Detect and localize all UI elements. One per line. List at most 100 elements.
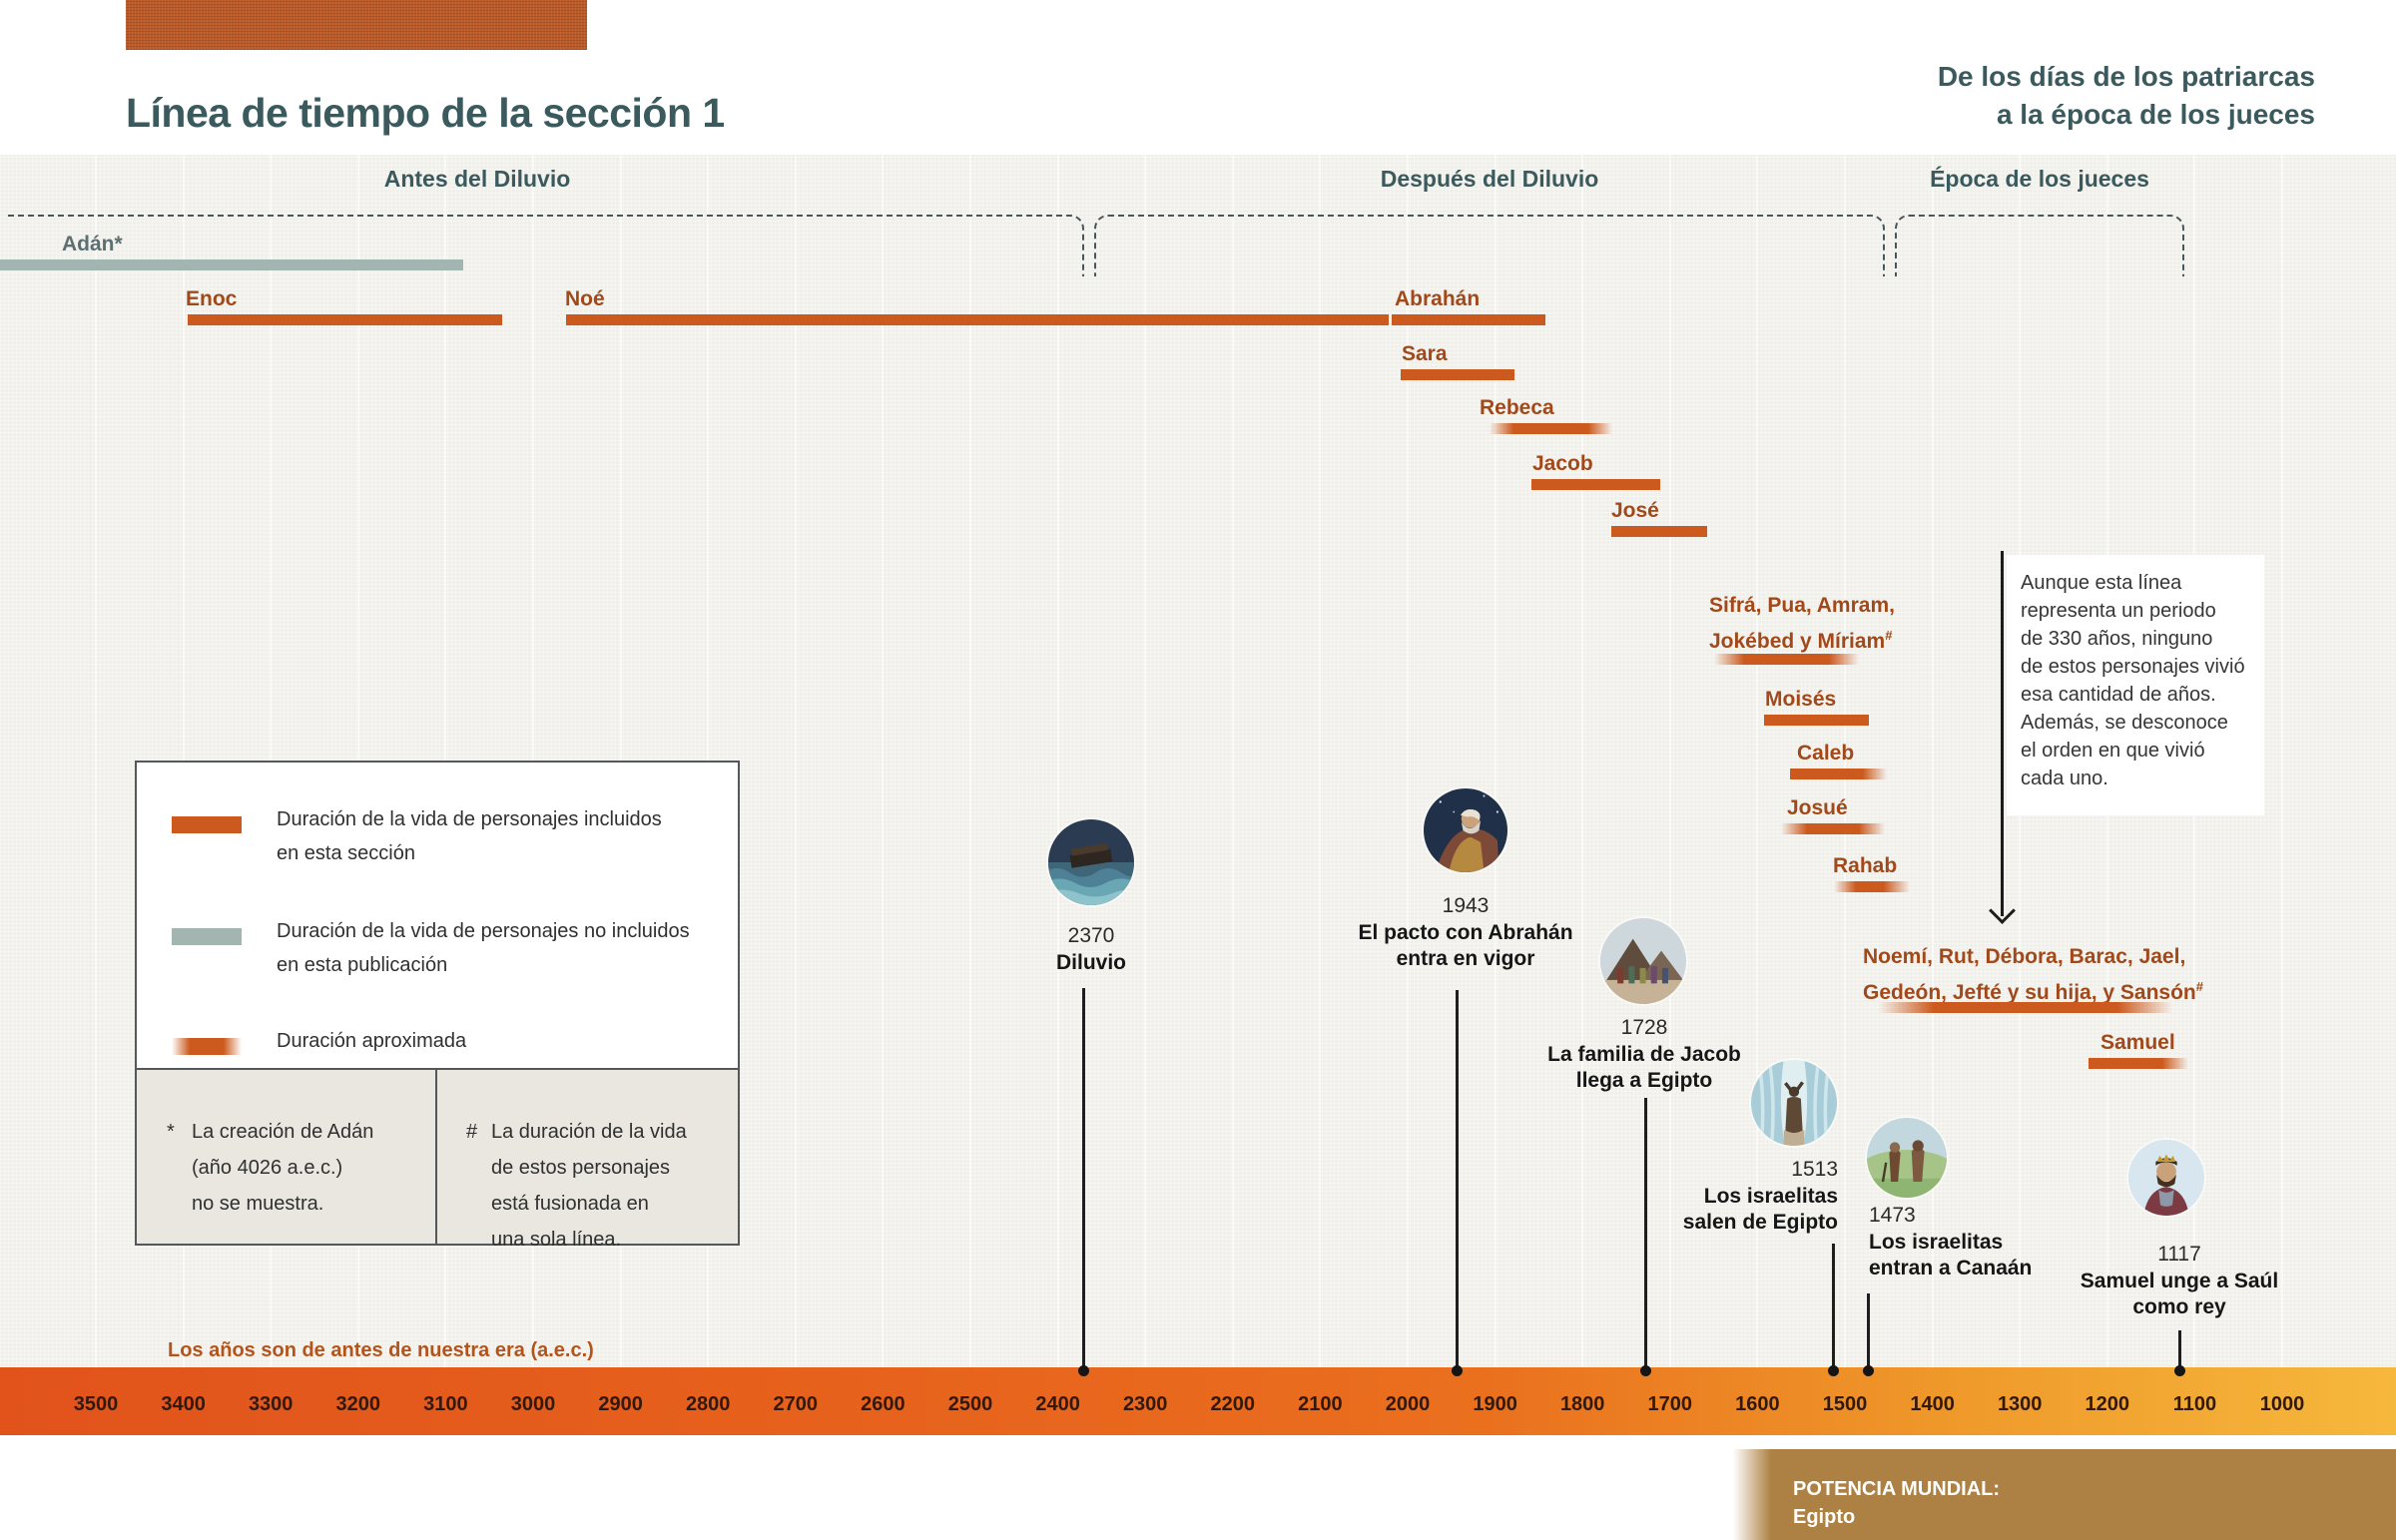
axis-year-label: 2700 xyxy=(773,1393,819,1415)
person-bar xyxy=(2089,1058,2189,1069)
event-year: 2370 xyxy=(1067,924,1115,947)
event-caption: Los israelitas salen de Egipto xyxy=(1682,1185,1838,1234)
page-subtitle-line2: a la época de los jueces xyxy=(1996,99,2315,130)
person-label: Josué xyxy=(1787,796,1848,819)
page-subtitle-line1: De los días de los patriarcas xyxy=(1937,61,2315,92)
event-axis-dot xyxy=(1452,1365,1464,1376)
axis-year-label: 2000 xyxy=(1385,1393,1431,1415)
event-caption: Los israelitas entran a Canaán xyxy=(1869,1231,2033,1280)
person-label: Moisés xyxy=(1765,688,1837,711)
annotation-text-line: de 330 años, ninguno xyxy=(2021,628,2213,650)
event-image-egypt xyxy=(1600,918,1686,1004)
section-label-0: Antes del Diluvio xyxy=(383,166,571,192)
person-bar xyxy=(1490,423,1612,434)
axis-year-label: 3200 xyxy=(335,1393,381,1415)
century-gridline xyxy=(1931,155,1934,1367)
event-axis-dot xyxy=(1863,1365,1875,1376)
century-gridline xyxy=(1844,155,1846,1367)
event-caption: Diluvio xyxy=(1055,951,1127,974)
person-bar xyxy=(0,259,463,270)
axis-year-label: 1700 xyxy=(1647,1393,1693,1415)
event-year: 1473 xyxy=(1869,1204,1916,1227)
century-gridline xyxy=(1231,155,1234,1367)
person-bar xyxy=(187,314,503,325)
event-axis-dot xyxy=(2174,1365,2185,1376)
axis-bar: 3500 3400 3300 3200 3100 3000 2900 2800 2700 2600… xyxy=(0,1367,2396,1435)
event-image-flood xyxy=(1048,819,1134,905)
event-year: 1728 xyxy=(1620,1016,1668,1039)
person-label: Rahab xyxy=(1833,854,1898,877)
axis-note: Los años son de antes de nuestra era (a.… xyxy=(168,1339,594,1361)
legend-footnotes: * La creación de Adán (año 4026 a.e.c.) … xyxy=(137,1068,738,1251)
axis-year-label: 1100 xyxy=(2172,1393,2217,1415)
footnote-ref-hash: # xyxy=(2195,979,2203,994)
axis-year-label: 1000 xyxy=(2259,1393,2305,1415)
axis-year-label: 1200 xyxy=(2085,1393,2130,1415)
person-label: Jacob xyxy=(1532,452,1593,475)
axis-year-label: 1800 xyxy=(1559,1393,1605,1415)
person-label: Enoc xyxy=(186,287,238,310)
event-caption: El pacto con Abrahán entra en vigor xyxy=(1358,921,1573,970)
axis-year-label: 3500 xyxy=(73,1393,119,1415)
axis-year-label: 2400 xyxy=(1035,1393,1080,1415)
axis-year-label: 2800 xyxy=(685,1393,731,1415)
person-label: Caleb xyxy=(1797,742,1855,765)
event-axis-dot xyxy=(1639,1365,1651,1376)
person-bar xyxy=(1789,769,1888,779)
person-bar xyxy=(1713,654,1859,665)
legend-swatch-included xyxy=(172,816,242,833)
section-bracket-0 xyxy=(8,215,1084,276)
axis-year-label: 2100 xyxy=(1298,1393,1343,1415)
footnote-ref-hash: # xyxy=(1885,628,1893,643)
person-label: Rebeca xyxy=(1480,396,1554,419)
person-label: Abrahán xyxy=(1395,287,1481,310)
legend-swatch-approximate xyxy=(172,1038,242,1055)
century-gridline xyxy=(1144,155,1147,1367)
event-caption: La familia de Jacob llega a Egipto xyxy=(1547,1043,1741,1092)
person-label: Sara xyxy=(1402,342,1448,365)
person-bar xyxy=(1611,526,1708,537)
century-gridline xyxy=(95,155,97,1367)
event-connector-line xyxy=(1456,990,1460,1370)
event-image-canaan xyxy=(1867,1118,1947,1198)
axis-year-label: 3300 xyxy=(248,1393,294,1415)
century-gridline xyxy=(794,155,797,1367)
footnote-asterisk: * La creación de Adán (año 4026 a.e.c.) … xyxy=(167,1114,373,1222)
axis-year-label: 2600 xyxy=(861,1393,905,1415)
annotation-text-line: Además, se desconoce xyxy=(2021,712,2228,734)
legend-swatch-not-included xyxy=(172,928,242,945)
event-year: 1943 xyxy=(1442,894,1490,917)
axis-year-label: 1900 xyxy=(1473,1393,1517,1415)
person-bar xyxy=(1834,881,1910,892)
footnote-hash: # La duración de la vida de estos person… xyxy=(466,1114,687,1258)
brand-texture-block xyxy=(126,0,587,50)
event-connector-line xyxy=(1082,988,1086,1370)
event-connector-line xyxy=(1832,1244,1836,1370)
event-connector-line xyxy=(1643,1098,1647,1370)
world-power-band: POTENCIA MUNDIAL: Egipto xyxy=(1733,1449,2396,1540)
event-year: 1117 xyxy=(2157,1243,2201,1266)
event-caption: Samuel unge a Saúl como rey xyxy=(2080,1270,2279,1318)
page-subtitle: De los días de los patriarcas a la época… xyxy=(1938,58,2315,134)
asterisk-marker: * xyxy=(167,1121,175,1143)
event-axis-dot xyxy=(1078,1365,1090,1376)
century-gridline xyxy=(2281,155,2283,1367)
person-label: José xyxy=(1611,499,1659,522)
annotation-text-line: representa un periodo xyxy=(2021,600,2216,622)
axis-year-label: 3100 xyxy=(423,1393,468,1415)
person-label: Noemí, Rut, Débora, Barac, Jael, Gedeón, … xyxy=(1863,945,2203,1004)
century-gridline xyxy=(1581,155,1584,1367)
person-bar xyxy=(1392,314,1545,325)
annotation-arrow-line xyxy=(2001,551,2004,916)
legend-label-not-included: Duración de la vida de personajes no inc… xyxy=(277,920,690,976)
annotation-box: Aunque esta línea representa un periodo de… xyxy=(2007,555,2264,815)
century-gridline xyxy=(969,155,971,1367)
axis-year-label: 3400 xyxy=(161,1393,206,1415)
section-label-1: Después del Diluvio xyxy=(1380,166,1599,192)
axis-year-label: 1500 xyxy=(1822,1393,1868,1415)
person-bar xyxy=(1763,715,1869,726)
person-bar xyxy=(1781,823,1886,834)
event-image-saul xyxy=(2128,1140,2204,1216)
legend-box: Duración de la vida de personajes inclui… xyxy=(135,761,740,1251)
person-label: Sifrá, Pua, Amram, Jokébed y Míriam# xyxy=(1709,594,1895,653)
